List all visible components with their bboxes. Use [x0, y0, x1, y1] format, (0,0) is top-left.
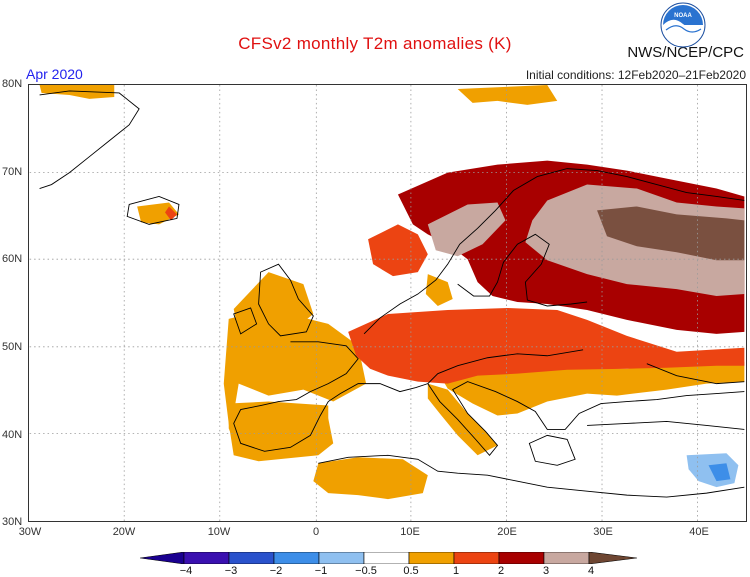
- lat-label-40n: 40N: [2, 429, 23, 441]
- colorbar-cell: [273, 552, 320, 564]
- anomaly-region-orange-north-africa: [313, 457, 428, 500]
- legend-label-neg1: −1: [314, 565, 328, 577]
- anomaly-region-pink-sweden: [427, 202, 506, 257]
- legend-label-3: 3: [542, 565, 550, 577]
- lat-label-80n: 80N: [2, 78, 23, 90]
- colorbar-cell: [453, 552, 500, 564]
- lon-label-40e: 40E: [689, 526, 709, 538]
- anomaly-region-red-central-europe: [348, 307, 745, 384]
- legend-label-neg0-5: −0.5: [355, 565, 377, 577]
- colorbar-cell: [363, 552, 410, 564]
- lon-label-30w: 30W: [18, 526, 42, 538]
- legend-label-0-5: 0.5: [403, 565, 419, 577]
- colorbar-cell: [228, 552, 275, 564]
- lon-label-10e: 10E: [400, 526, 420, 538]
- legend-label-neg2: −2: [269, 565, 283, 577]
- colorbar-cell: [183, 552, 230, 564]
- map-title: CFSv2 monthly T2m anomalies (K): [238, 34, 512, 53]
- anomaly-region-brown-russia: [597, 206, 745, 261]
- lon-label-20e: 20E: [497, 526, 517, 538]
- anomaly-region-orange-balkans: [437, 361, 745, 416]
- legend-label-neg3: −3: [224, 565, 238, 577]
- colorbar-cell: [543, 552, 590, 564]
- anomaly-region-red-iceland: [165, 206, 177, 221]
- agency-label: NWS/NCEP/CPC: [627, 44, 744, 61]
- legend-label-1: 1: [452, 565, 460, 577]
- initial-conditions: Initial conditions: 12Feb2020–21Feb2020: [525, 68, 746, 82]
- legend-label-4: 4: [587, 565, 595, 577]
- colorbar-low-end: [140, 552, 185, 564]
- anomaly-region-lightblue-middle-east: [708, 463, 731, 482]
- map-gridlines: [29, 85, 746, 521]
- colorbar-cell: [498, 552, 545, 564]
- colorbar-high-end: [588, 552, 638, 564]
- anomaly-fields: [39, 85, 745, 500]
- noaa-logo-text: NOAA: [674, 13, 692, 19]
- lat-label-60n: 60N: [2, 253, 23, 265]
- anomaly-map: [28, 84, 747, 522]
- anomaly-region-orange-uk: [233, 272, 314, 339]
- forecast-period: Apr 2020: [26, 66, 83, 82]
- anomaly-region-orange-southern-sweden: [425, 274, 453, 306]
- lat-label-30n: 30N: [2, 516, 23, 528]
- legend-label-neg4: −4: [179, 565, 193, 577]
- colorbar-cells: [183, 552, 590, 564]
- anomaly-region-orange-iberia-africa: [228, 401, 329, 460]
- colorbar-cell: [408, 552, 455, 564]
- anomaly-region-orange-italy: [427, 383, 498, 456]
- lon-label-20w: 20W: [112, 526, 136, 538]
- anomaly-colorbar: [140, 552, 638, 564]
- coastlines: [39, 90, 745, 498]
- lon-label-10w: 10W: [207, 526, 231, 538]
- lon-label-30e: 30E: [593, 526, 613, 538]
- noaa-logo-icon: NOAA: [660, 2, 706, 48]
- anomaly-region-orange-svalbard: [457, 85, 558, 105]
- lon-label-0: 0: [312, 526, 320, 538]
- anomaly-region-orange-greenland: [39, 85, 115, 99]
- anomaly-region-red-norway: [368, 224, 428, 277]
- lat-label-70n: 70N: [2, 166, 23, 178]
- legend-label-2: 2: [497, 565, 505, 577]
- lat-label-50n: 50N: [2, 341, 23, 353]
- colorbar-cell: [318, 552, 365, 564]
